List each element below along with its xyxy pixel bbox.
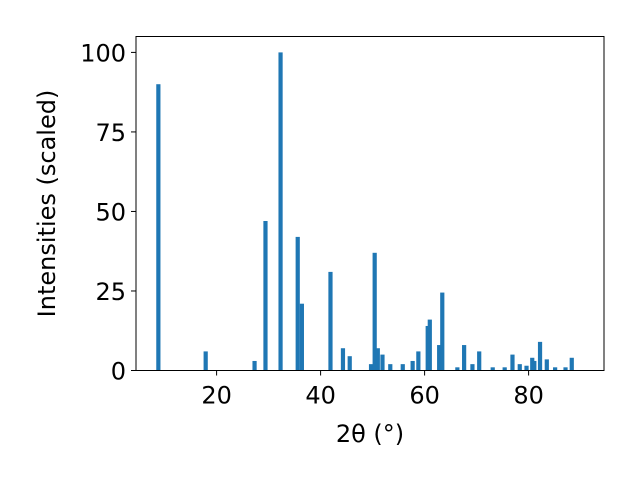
x-axis-ticks: 20 40 60 80 — [201, 370, 544, 410]
bar — [372, 252, 377, 371]
bar — [455, 367, 460, 371]
bar — [544, 359, 549, 371]
y-tick-label: 100 — [80, 39, 126, 67]
bar — [510, 354, 515, 371]
bar — [517, 364, 522, 371]
x-tick-label: 80 — [513, 382, 544, 410]
bar — [532, 360, 537, 371]
bar — [400, 364, 405, 371]
bar — [416, 351, 421, 371]
x-tick-label: 60 — [409, 382, 440, 410]
y-tick-label: 75 — [95, 119, 126, 147]
bar — [437, 345, 442, 371]
bar — [563, 367, 568, 371]
bar — [368, 364, 374, 371]
plot-frame — [135, 36, 605, 371]
bar — [299, 303, 304, 371]
y-axis-label: Intensities (scaled) — [33, 90, 61, 318]
bar — [156, 84, 161, 371]
bar — [462, 345, 467, 371]
bars-group — [156, 52, 574, 371]
x-tick-label: 20 — [201, 382, 232, 410]
bar — [380, 354, 385, 371]
x-axis-label: 2θ (°) — [336, 420, 404, 448]
bar — [553, 367, 558, 371]
bar — [410, 360, 415, 371]
bar — [295, 236, 300, 371]
bar — [537, 341, 543, 371]
bar — [252, 360, 257, 371]
bar — [263, 221, 268, 371]
bar — [470, 364, 475, 371]
y-tick-label: 50 — [95, 198, 126, 226]
bar — [388, 364, 393, 371]
bar — [427, 319, 432, 371]
bar — [375, 348, 380, 371]
bar — [440, 292, 445, 371]
y-axis-ticks: 0 25 50 75 100 — [80, 39, 136, 386]
bar — [347, 356, 352, 371]
bar — [477, 351, 482, 371]
bar — [203, 351, 208, 371]
bar — [278, 52, 283, 371]
x-tick-label: 40 — [305, 382, 336, 410]
bar — [569, 357, 574, 371]
bar — [328, 271, 333, 371]
bar — [490, 367, 495, 371]
bar — [340, 348, 346, 371]
bar — [502, 367, 507, 371]
y-tick-label: 0 — [111, 358, 126, 386]
bar — [524, 365, 529, 371]
y-tick-label: 25 — [95, 278, 126, 306]
